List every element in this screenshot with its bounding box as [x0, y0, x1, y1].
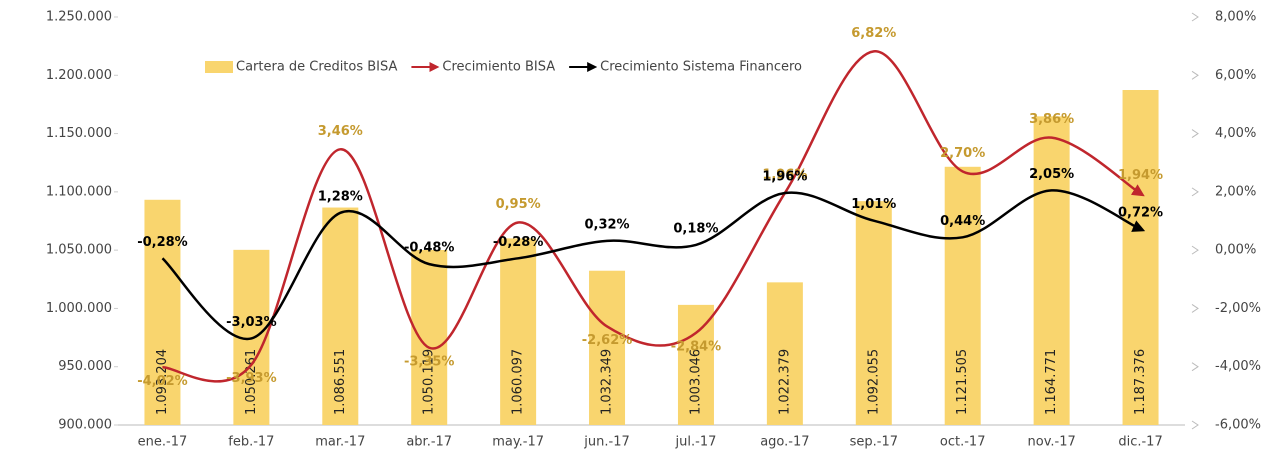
y-tick-label: 1.050.000	[46, 243, 112, 258]
line-value-label: -3,93%	[226, 371, 277, 386]
y-tick-label: 1.150.000	[46, 126, 112, 141]
bar-value-label: 1.060.097	[511, 349, 526, 415]
y2-tick	[1191, 362, 1199, 372]
legend-label: Cartera de Creditos BISA	[236, 60, 398, 75]
y-tick-label: 1.250.000	[46, 10, 112, 25]
line-value-label: 1,01%	[851, 197, 896, 212]
y-tick-label: 900.000	[58, 418, 112, 433]
line-value-label: 2,70%	[940, 146, 985, 161]
bar	[322, 207, 359, 425]
y2-tick	[1191, 70, 1199, 80]
line-value-label: -2,84%	[671, 339, 722, 354]
line-value-label: 1,28%	[318, 189, 363, 204]
y2-tick	[1191, 12, 1199, 22]
x-tick-label: jun.-17	[583, 435, 629, 450]
bar-value-label: 1.022.379	[777, 349, 792, 415]
legend-label: Crecimiento Sistema Financero	[600, 60, 802, 75]
bar-value-label: 1.050.119	[422, 349, 437, 415]
bar	[411, 250, 448, 425]
bar	[1122, 90, 1159, 425]
line-value-label: 0,95%	[496, 197, 541, 212]
bar	[677, 304, 714, 425]
bar	[766, 282, 803, 425]
line-value-label: -3,35%	[404, 354, 455, 369]
line-value-label: 1,96%	[762, 170, 807, 185]
bar-value-label: 1.050.261	[244, 349, 259, 415]
bar	[944, 166, 981, 425]
x-tick-label: mar.-17	[315, 435, 365, 450]
legend-swatch	[205, 61, 233, 73]
bar-value-label: 1.032.349	[600, 349, 615, 415]
bar-value-label: 1.164.771	[1044, 349, 1059, 415]
x-tick-label: jul.-17	[675, 435, 717, 450]
bar-value-label: 1.121.505	[955, 349, 970, 415]
y2-tick	[1191, 187, 1199, 197]
bar-value-label: 1.086.551	[333, 349, 348, 415]
bar-value-label: 1.093.204	[155, 349, 170, 415]
y2-tick	[1191, 129, 1199, 138]
line-value-label: 0,72%	[1118, 206, 1163, 221]
y2-tick-label: 0,00%	[1215, 243, 1256, 258]
y2-tick-label: 6,00%	[1215, 68, 1256, 83]
bar-value-label: 1.187.376	[1133, 349, 1148, 415]
bar	[1033, 116, 1070, 425]
line-value-label: 3,46%	[318, 124, 363, 139]
x-tick-label: nov.-17	[1028, 435, 1076, 450]
y2-tick	[1191, 304, 1199, 313]
x-tick-label: oct.-17	[940, 435, 986, 450]
x-tick-label: may.-17	[492, 435, 544, 450]
y-tick-label: 950.000	[58, 359, 112, 374]
x-tick-label: ene.-17	[138, 435, 188, 450]
line-value-label: 0,44%	[940, 214, 985, 229]
line-value-label: -2,62%	[582, 333, 633, 348]
bar	[500, 238, 537, 425]
bar	[855, 201, 892, 425]
line	[161, 189, 1146, 340]
bar-value-label: 1.092.055	[866, 349, 881, 415]
x-tick-label: ago.-17	[760, 435, 809, 450]
y2-tick-label: 4,00%	[1215, 126, 1256, 141]
line-value-label: -0,48%	[404, 241, 455, 256]
y2-tick-label: -4,00%	[1215, 359, 1261, 374]
bar-value-label: 1.003.046	[688, 349, 703, 415]
y2-tick-label: -2,00%	[1215, 301, 1261, 316]
y2-tick-label: 8,00%	[1215, 10, 1256, 25]
y2-tick-label: 2,00%	[1215, 184, 1256, 199]
line-value-label: -3,03%	[226, 315, 277, 330]
line-value-label: -0,28%	[137, 235, 188, 250]
x-tick-label: sep.-17	[850, 435, 898, 450]
x-tick-label: feb.-17	[228, 435, 274, 450]
line-value-label: 1,94%	[1118, 168, 1163, 183]
line-value-label: -4,02%	[137, 374, 188, 389]
y-tick-label: 1.000.000	[46, 301, 112, 316]
x-tick-label: abr.-17	[406, 435, 452, 450]
line-value-label: -0,28%	[493, 235, 544, 250]
y2-tick-label: -6,00%	[1215, 418, 1261, 433]
line-value-label: 2,05%	[1029, 167, 1074, 182]
legend-label: Crecimiento BISA	[442, 60, 555, 75]
y-tick-label: 1.100.000	[46, 184, 112, 199]
x-tick-label: dic.-17	[1118, 435, 1162, 450]
line-value-label: 1,96%	[762, 168, 807, 183]
line-value-label: 0,32%	[584, 217, 629, 232]
y-tick-label: 1.200.000	[46, 68, 112, 83]
bar	[144, 199, 181, 425]
line	[162, 50, 1145, 383]
bar	[589, 270, 626, 425]
line-value-label: 6,82%	[851, 26, 896, 41]
line-value-label: 0,18%	[673, 221, 718, 236]
y2-tick	[1191, 420, 1199, 430]
line-value-label: 3,86%	[1029, 112, 1074, 127]
y2-tick	[1191, 245, 1199, 255]
